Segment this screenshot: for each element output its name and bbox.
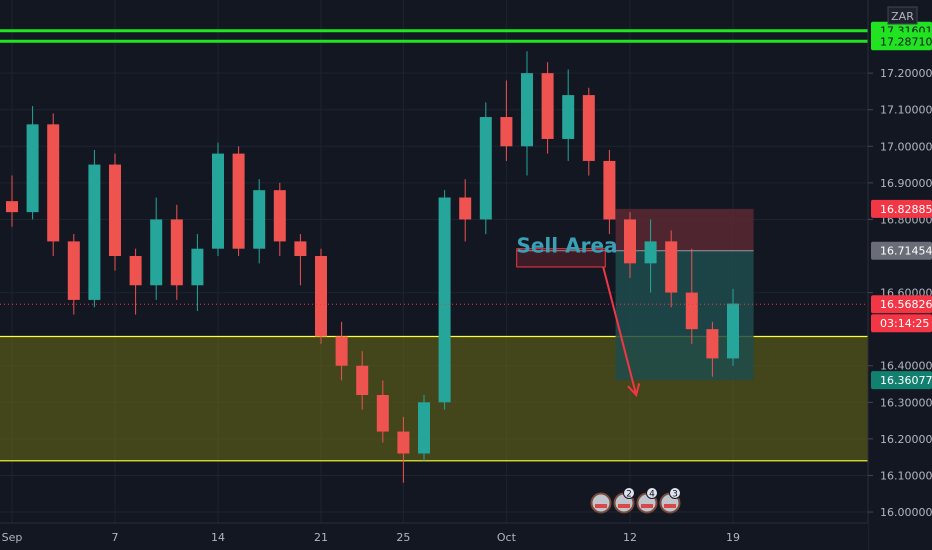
price-label: 16.56826 [880,298,932,311]
price-label: 16.82885 [880,203,932,216]
event-flag-icon[interactable] [590,492,612,514]
countdown-tag [871,314,932,333]
price-tick-label: 16.00000 [880,506,932,519]
candle-body [273,190,286,242]
price-tag [871,32,932,51]
candle-body [603,160,616,220]
candle-body [26,124,39,213]
candle-body [685,292,698,330]
time-tick-label: 12 [623,531,637,544]
candle-body [335,336,348,366]
price-tag [871,295,932,314]
candle-body [438,197,451,403]
candle-body [418,402,430,454]
price-axis: 17.2000017.1000017.0000016.9000016.80000… [868,67,932,519]
candle-body [170,219,183,286]
sell-area-box[interactable] [516,248,606,268]
event-flag-stripe [664,504,676,508]
time-tick-label: 25 [396,531,410,544]
candle-body [727,303,739,359]
event-markers[interactable]: 2 4 3 [590,487,681,514]
candle-body [706,329,719,359]
horizontal-lines-layer [0,29,868,43]
candle-body [562,95,575,139]
candle-body [541,73,554,139]
price-tick-label: 16.30000 [880,396,932,409]
event-count-label: 4 [649,490,655,500]
candle-body [521,73,533,147]
candle-body [500,117,513,147]
price-tick-label: 17.20000 [880,67,932,80]
candle-body [356,365,369,395]
time-tick-label: 14 [211,531,225,544]
candle-body [67,241,80,300]
arrow-shaft [602,266,638,396]
stop-loss-zone[interactable] [615,208,754,251]
time-axis-panel[interactable] [0,523,868,550]
event-flag-stripe [618,504,630,508]
candle-body [232,153,245,249]
candle-body [582,95,595,161]
price-label: 17.28710 [880,35,932,48]
candle-body [109,164,121,257]
candle-body [253,190,266,249]
price-tag [871,371,932,390]
candle-body [47,124,60,242]
time-tick-label: Sep [2,531,23,544]
time-tick-label: 7 [112,531,119,544]
candle-body [665,241,678,293]
price-tags: 17.3160117.2871016.8288516.7145416.56826… [871,21,932,390]
candle-body [191,248,204,286]
time-axis: Sep 7 14 21 25 Oct 12 19 [2,531,740,544]
sell-area-label: Sell Area [516,234,617,258]
candle-body [479,117,492,220]
price-tick-label: 16.90000 [880,177,932,190]
candle-body [459,197,472,220]
arrow-head [627,383,641,398]
currency-label: ZAR [891,10,914,23]
time-tick-label: 21 [314,531,328,544]
event-count-label: 2 [626,490,632,500]
price-tick-label: 16.40000 [880,360,932,373]
price-tick-label: 16.10000 [880,469,932,482]
candle-body [644,241,657,264]
currency-badge[interactable] [887,6,918,25]
price-tick-label: 17.00000 [880,140,932,153]
countdown-label: 03:14:25 [880,317,929,330]
candle-body [315,256,327,337]
price-label: 16.36077 [880,374,932,387]
candle-body [150,219,163,286]
price-tick-label: 16.20000 [880,433,932,446]
price-axis-panel[interactable] [868,0,932,550]
time-tick-label: 19 [726,531,740,544]
candle-body [294,241,307,257]
candlestick-series [6,51,739,483]
candle-body [397,431,410,454]
price-tag [871,241,932,260]
time-tick-label: Oct [497,531,517,544]
candle-body [6,201,18,213]
annotation-layer: Sell Area [0,234,868,398]
price-label: 16.71454 [880,245,932,258]
event-flag-stripe [641,504,653,508]
candle-body [212,153,224,249]
candle-body [88,164,101,300]
event-count-badge [623,487,635,499]
event-count-badge [669,487,681,499]
candle-body [624,219,636,264]
price-tag [871,199,932,218]
event-flag-stripe [595,504,607,508]
price-tick-label: 17.10000 [880,104,932,117]
candle-body [129,256,142,286]
candle-body [376,394,389,432]
event-count-label: 3 [672,490,678,500]
event-count-badge [646,487,658,499]
